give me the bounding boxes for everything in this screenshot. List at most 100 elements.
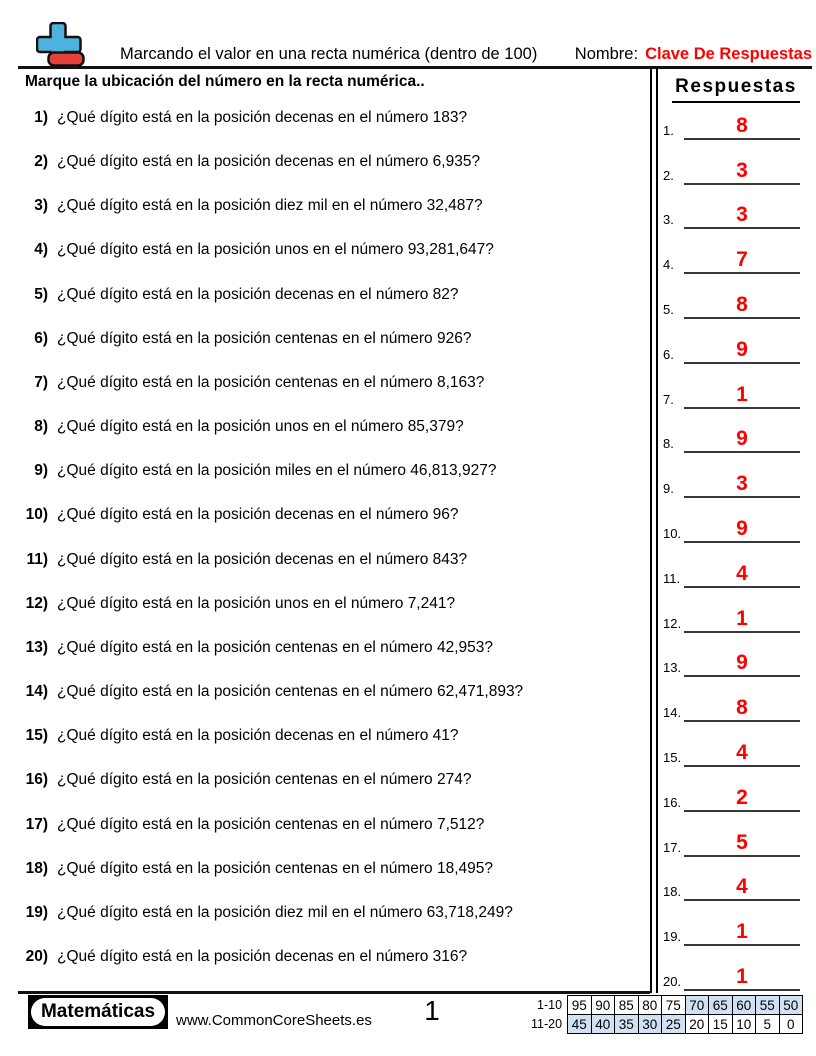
answer-value: 3 <box>736 472 748 496</box>
question-number: 7) <box>34 373 48 391</box>
answer-item: 15. 4 <box>656 725 812 770</box>
brand-name: Matemáticas <box>31 998 165 1026</box>
answer-item: 1. 8 <box>656 98 812 143</box>
question-row: 19) ¿Qué dígito está en la posición diez … <box>18 903 648 947</box>
question-row: 9) ¿Qué dígito está en la posición miles … <box>18 461 648 505</box>
answer-value: 4 <box>736 561 748 585</box>
answer-value: 3 <box>736 203 748 227</box>
answer-blank-line <box>684 406 800 409</box>
question-row: 10) ¿Qué dígito está en la posición decen… <box>18 505 648 549</box>
answer-number: 3. <box>663 212 674 228</box>
question-number: 20) <box>25 947 48 965</box>
answer-item: 7. 1 <box>656 367 812 412</box>
question-number: 11) <box>26 550 48 568</box>
question-row: 13) ¿Qué dígito está en la posición cente… <box>18 638 648 682</box>
answer-value: 3 <box>736 158 748 182</box>
answer-blank-line <box>684 854 800 857</box>
answer-item: 3. 3 <box>656 188 812 233</box>
answers-heading-text: Respuestas <box>672 76 800 103</box>
answer-number: 8. <box>663 436 674 452</box>
answer-blank-line <box>684 675 800 678</box>
answer-number: 12. <box>663 615 682 631</box>
answer-number: 13. <box>663 660 682 676</box>
grading-cell: 85 <box>614 995 639 1015</box>
question-row: 18) ¿Qué dígito está en la posición cente… <box>18 859 648 903</box>
grading-cell: 0 <box>778 1014 804 1034</box>
question-row: 6) ¿Qué dígito está en la posición centen… <box>18 329 648 373</box>
question-row: 8) ¿Qué dígito está en la posición unos e… <box>18 417 648 461</box>
question-text: ¿Qué dígito está en la posición decenas … <box>57 285 459 303</box>
answer-number: 20. <box>663 973 682 989</box>
grading-cell: 15 <box>708 1014 733 1034</box>
answer-number: 10. <box>663 525 682 541</box>
question-row: 20) ¿Qué dígito está en la posición decen… <box>18 947 648 991</box>
answer-blank-line <box>684 630 800 633</box>
answer-value: 2 <box>736 785 748 809</box>
answer-number: 16. <box>663 794 682 810</box>
question-row: 4) ¿Qué dígito está en la posición unos e… <box>18 240 648 284</box>
question-row: 2) ¿Qué dígito está en la posición decena… <box>18 152 648 196</box>
grading-cell: 70 <box>684 995 710 1015</box>
answer-blank-line <box>684 720 800 723</box>
answer-number: 19. <box>663 929 682 945</box>
answer-item: 11. 4 <box>656 546 812 591</box>
answer-number: 17. <box>663 839 682 855</box>
answer-item: 17. 5 <box>656 815 812 860</box>
grading-cell: 40 <box>590 1014 616 1034</box>
answer-item: 14. 8 <box>656 680 812 725</box>
answer-value: 1 <box>736 382 748 406</box>
question-number: 17) <box>25 815 48 833</box>
grading-cell: 95 <box>567 995 592 1015</box>
question-number: 18) <box>25 859 48 877</box>
question-number: 12) <box>25 594 48 612</box>
question-number: 16) <box>25 771 48 789</box>
question-row: 12) ¿Qué dígito está en la posición unos … <box>18 594 648 638</box>
answer-blank-line <box>684 137 800 140</box>
question-number: 9) <box>34 462 48 480</box>
answer-blank-line <box>684 361 800 364</box>
answer-item: 12. 1 <box>656 591 812 636</box>
question-number: 6) <box>34 329 48 347</box>
question-row: 3) ¿Qué dígito está en la posición diez m… <box>18 196 648 240</box>
answer-value: 8 <box>736 696 748 720</box>
question-number: 19) <box>25 903 48 921</box>
answer-number: 4. <box>663 257 674 273</box>
answer-number: 5. <box>663 301 674 317</box>
grading-cell: 50 <box>778 995 804 1015</box>
question-number: 3) <box>34 197 48 215</box>
answer-number: 14. <box>663 705 682 721</box>
answer-blank-line <box>684 809 800 812</box>
grading-row: 11-20 45 40 35 30 25 20 15 10 5 0 <box>531 1014 804 1034</box>
answer-blank-line <box>684 451 800 454</box>
answer-value: 9 <box>736 427 748 451</box>
question-text: ¿Qué dígito está en la posición decenas … <box>57 109 468 126</box>
grading-cell: 90 <box>590 995 616 1015</box>
question-text: ¿Qué dígito está en la posición diez mil… <box>57 197 483 215</box>
answer-value: 9 <box>736 651 748 675</box>
question-text: ¿Qué dígito está en la posición centenas… <box>57 859 494 877</box>
question-row: 17) ¿Qué dígito está en la posición cente… <box>18 815 648 859</box>
header-rule <box>18 66 812 69</box>
answer-item: 8. 9 <box>656 412 812 457</box>
answer-value: 9 <box>736 516 748 540</box>
grading-cell: 35 <box>614 1014 639 1034</box>
answer-item: 10. 9 <box>656 501 812 546</box>
answer-key-label: Clave De Respuestas <box>645 45 812 63</box>
answer-number: 2. <box>663 167 674 183</box>
question-number: 2) <box>34 153 48 171</box>
answer-number: 1. <box>663 122 674 138</box>
answer-blank-line <box>684 764 800 767</box>
question-text: ¿Qué dígito está en la posición decenas … <box>57 506 459 524</box>
question-text: ¿Qué dígito está en la posición diez mil… <box>57 903 513 921</box>
grading-cell: 55 <box>755 995 780 1015</box>
question-text: ¿Qué dígito está en la posición centenas… <box>57 815 485 833</box>
question-number: 5) <box>34 285 48 303</box>
answer-value: 1 <box>736 606 748 630</box>
question-row: 5) ¿Qué dígito está en la posición decena… <box>18 285 648 329</box>
grading-cell: 10 <box>731 1014 757 1034</box>
name-label: Nombre: <box>574 45 639 63</box>
answer-blank-line <box>684 899 800 902</box>
answer-value: 8 <box>736 113 748 137</box>
question-number: 1) <box>34 109 48 126</box>
answer-item: 19. 1 <box>656 904 812 949</box>
